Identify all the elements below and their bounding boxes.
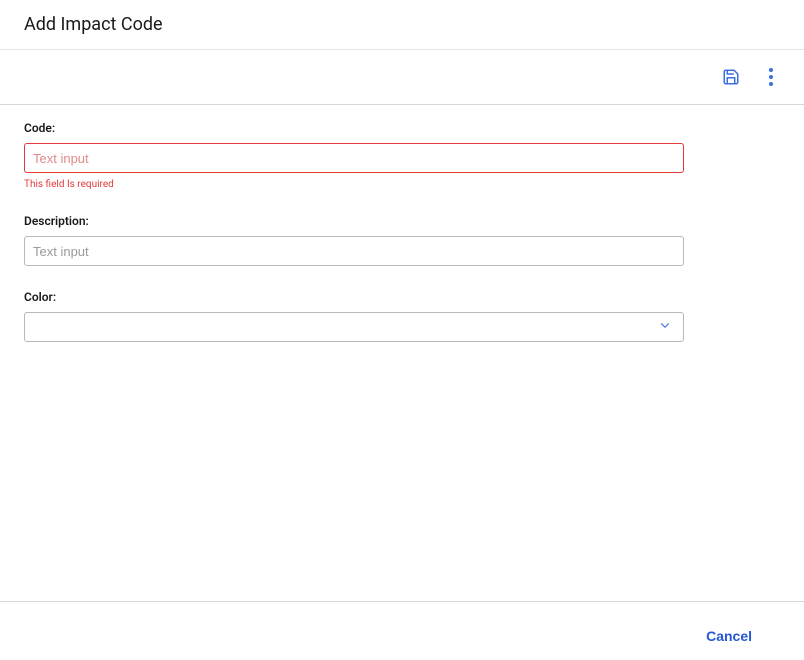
cancel-button[interactable]: Cancel [698,624,760,648]
toolbar [0,50,804,105]
more-vertical-icon[interactable] [762,68,780,86]
dialog-footer: Cancel [0,601,804,660]
description-input[interactable] [24,236,684,266]
code-label: Code: [24,121,780,135]
page-title: Add Impact Code [24,14,780,35]
color-select[interactable] [24,312,684,342]
color-select-wrap [24,312,684,342]
color-label: Color: [24,290,780,304]
code-input[interactable] [24,143,684,173]
save-icon[interactable] [722,68,740,86]
code-error-message: This field Is required [24,179,780,190]
description-label: Description: [24,214,780,228]
form-area: Code: This field Is required Description… [0,111,804,376]
description-field-group: Description: [24,214,780,266]
color-field-group: Color: [24,290,780,342]
dialog-header: Add Impact Code [0,0,804,50]
code-field-group: Code: This field Is required [24,121,780,190]
